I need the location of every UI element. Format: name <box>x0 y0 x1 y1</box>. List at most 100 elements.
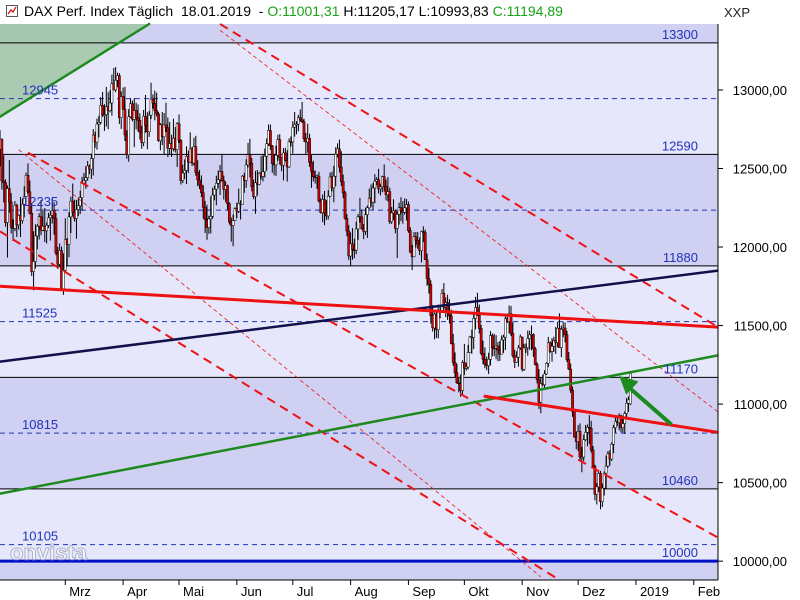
candle-body <box>532 334 535 350</box>
candle-body <box>515 357 518 363</box>
candle-body <box>274 154 278 166</box>
candle-body <box>110 83 114 104</box>
candle-body <box>179 140 183 181</box>
candle-body <box>183 170 186 174</box>
candle-body <box>526 338 530 349</box>
high-value: H:11205,17 <box>343 3 415 19</box>
candle-body <box>367 197 371 209</box>
candle-body <box>254 182 257 197</box>
candle-body <box>231 220 235 226</box>
candle-body <box>377 179 380 190</box>
candle-body <box>586 427 589 433</box>
chart-header: DAX Perf. Index Täglich 18.01.2019 - O:1… <box>0 0 563 22</box>
candle-body <box>293 124 297 128</box>
candle-body <box>550 346 554 352</box>
candle-body <box>339 166 343 182</box>
candle-body <box>80 182 84 198</box>
symbol-label: XXP <box>724 5 751 20</box>
candle-body <box>461 362 464 391</box>
candle-body <box>390 212 393 222</box>
candle-body <box>347 230 351 257</box>
candle-body <box>213 188 216 196</box>
candle-body <box>295 123 298 126</box>
x-tick-label: Apr <box>127 584 148 599</box>
candle-body <box>569 368 573 391</box>
candle-body <box>326 195 330 217</box>
x-axis: Mrz Apr Mai Jun Jul Aug Sep Okt Nov Dez 2019 Feb <box>0 579 800 600</box>
candle-body <box>291 126 295 143</box>
trend-line <box>0 22 151 118</box>
candle-body <box>226 185 229 205</box>
candle-body <box>427 278 431 285</box>
candle-body <box>26 175 30 192</box>
candle-body <box>28 191 32 214</box>
candle-body <box>395 214 399 229</box>
red-channel-line <box>27 151 719 539</box>
candle-body <box>429 284 433 316</box>
candle-body <box>457 382 461 384</box>
x-tick-label: Sep <box>412 584 435 599</box>
candle-body <box>552 340 556 347</box>
candle-body <box>366 207 369 215</box>
candle-body <box>436 311 440 331</box>
candle-body <box>162 124 166 138</box>
candle-body <box>621 423 625 428</box>
candle-body <box>591 449 595 467</box>
candle-body <box>108 102 112 111</box>
candle-body <box>78 197 82 206</box>
candle-body <box>200 184 203 193</box>
candle-body <box>582 439 586 458</box>
candle-body <box>283 152 287 161</box>
candle-body <box>500 339 504 355</box>
candle-body <box>490 335 494 349</box>
candle-body <box>407 204 410 231</box>
candle-body <box>543 373 546 386</box>
candle-body <box>144 116 147 126</box>
watermark-text: onvista <box>10 540 88 565</box>
y-axis-background <box>718 0 800 600</box>
level-label: 13300 <box>662 27 698 42</box>
candle-body <box>209 216 213 220</box>
candle-body <box>384 186 388 195</box>
candle-body <box>453 362 457 374</box>
candle-body <box>524 347 528 350</box>
candle-body <box>2 180 6 184</box>
candle-body <box>323 199 326 214</box>
candle-body <box>587 427 591 429</box>
candle-body <box>479 328 483 354</box>
candle-body <box>181 172 185 181</box>
candle-body <box>509 313 513 334</box>
candle-body <box>54 218 58 254</box>
price-band <box>0 24 718 43</box>
level-label: 12235 <box>22 194 58 209</box>
x-tick-label: Jul <box>297 584 314 599</box>
candle-body <box>194 146 198 173</box>
candle-body <box>75 209 78 219</box>
candle-body <box>297 117 300 125</box>
candle-body <box>504 318 507 338</box>
level-label: 11170 <box>664 361 698 376</box>
candle-body <box>477 314 481 329</box>
candle-body <box>599 473 602 502</box>
arrow-shaft <box>625 384 673 427</box>
candle-body <box>606 453 610 467</box>
candle-body <box>310 162 313 172</box>
level-label: 10105 <box>22 529 58 544</box>
candle-body <box>198 179 201 186</box>
candle-body <box>522 347 526 370</box>
candle-body <box>39 216 43 231</box>
candle-body <box>472 318 476 338</box>
candle-body <box>237 203 241 212</box>
candle-body <box>298 117 302 121</box>
candle-body <box>589 428 593 451</box>
candle-body <box>138 120 142 133</box>
candle-body <box>103 114 106 116</box>
candle-body <box>134 110 138 118</box>
candle-body <box>95 123 99 143</box>
candle-body <box>164 124 168 128</box>
trend-line <box>483 394 720 434</box>
candle-body <box>142 116 145 143</box>
candle-body <box>121 96 125 110</box>
candle-body <box>257 172 261 185</box>
candle-body <box>30 213 34 272</box>
